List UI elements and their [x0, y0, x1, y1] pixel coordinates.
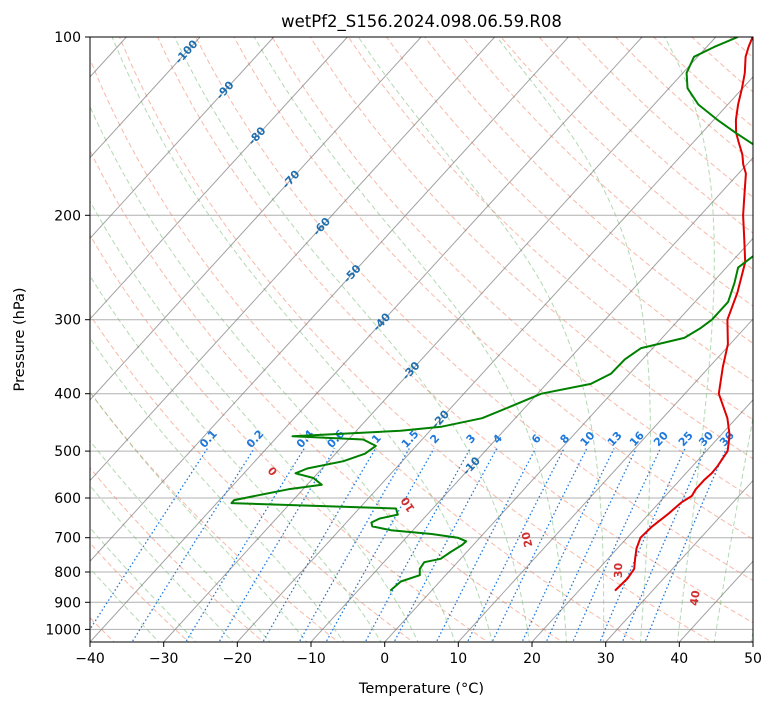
x-tick-label: −40	[75, 651, 105, 667]
moist-adiabat-label: 30	[612, 562, 625, 578]
y-tick-label: 500	[54, 444, 81, 460]
chart-title: wetPf2_S156.2024.098.06.59.R08	[281, 12, 562, 32]
y-tick-label: 200	[54, 208, 81, 224]
y-tick-label: 900	[54, 595, 81, 611]
x-tick-label: 50	[744, 651, 762, 667]
x-tick-label: 10	[449, 651, 467, 667]
x-tick-label: −20	[223, 651, 253, 667]
x-tick-label: 30	[597, 651, 615, 667]
x-tick-label: −30	[149, 651, 179, 667]
x-tick-label: 20	[523, 651, 541, 667]
y-tick-label: 700	[54, 531, 81, 547]
x-axis-label: Temperature (°C)	[358, 681, 484, 697]
y-tick-label: 400	[54, 387, 81, 403]
y-axis-label: Pressure (hPa)	[12, 287, 28, 391]
y-tick-label: 100	[54, 30, 81, 46]
y-tick-label: 600	[54, 491, 81, 507]
x-tick-label: −10	[296, 651, 326, 667]
y-tick-label: 300	[54, 313, 81, 329]
y-tick-label: 1000	[45, 622, 81, 638]
x-tick-label: 40	[670, 651, 688, 667]
x-tick-label: 0	[380, 651, 389, 667]
y-tick-label: 800	[54, 565, 81, 581]
moist-adiabat-label: 40	[688, 589, 703, 606]
